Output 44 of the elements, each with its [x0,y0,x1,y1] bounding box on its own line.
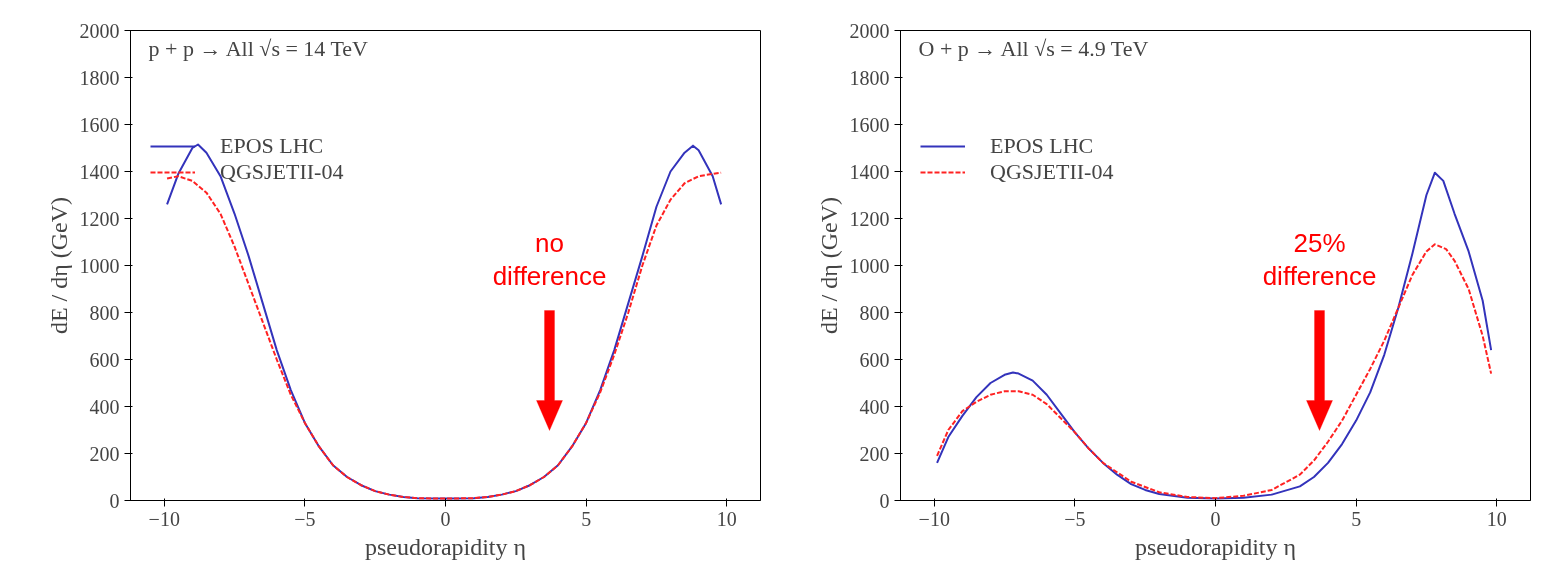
legend-label: EPOS LHC [220,133,324,159]
x-tick-label: 0 [440,507,451,530]
y-tick-label: 0 [879,489,890,512]
y-tick-label: 600 [89,348,120,371]
y-axis-title: dE / dη (GeV) [815,196,842,335]
y-tick-label: 400 [859,395,890,418]
x-tick-label: 10 [716,507,737,530]
y-tick-label: 1800 [79,66,120,89]
x-tick-label: 10 [1486,507,1507,530]
y-tick-label: 800 [859,301,890,324]
y-tick-label: 400 [89,395,120,418]
x-tick-label: 5 [581,507,592,530]
y-tick-label: 200 [89,442,120,465]
y-tick-label: 1800 [849,66,890,89]
x-axis-title: pseudorapidity η [364,533,527,560]
y-tick-label: 0 [109,489,120,512]
x-tick-label: 0 [1210,507,1221,530]
x-tick-label: −10 [148,507,180,530]
y-tick-label: 1600 [79,113,120,136]
y-tick-label: 2000 [849,19,890,42]
chart-title: O + p → All √s = 4.9 TeV [918,35,1149,61]
legend-label: QGSJETII-04 [220,159,344,185]
y-tick-label: 2000 [79,19,120,42]
y-tick-label: 1600 [849,113,890,136]
x-tick-label: −5 [1064,507,1086,530]
x-tick-label: 5 [1351,507,1362,530]
y-tick-label: 600 [859,348,890,371]
legend-label: EPOS LHC [990,133,1094,159]
annotation: 25% difference [1262,227,1377,291]
y-tick-label: 200 [859,442,890,465]
chart-title: p + p → All √s = 14 TeV [148,35,369,61]
annotation: no difference [492,227,607,291]
y-tick-label: 1000 [849,254,890,277]
y-tick-label: 1000 [79,254,120,277]
y-axis-title: dE / dη (GeV) [45,196,72,335]
x-tick-label: −10 [918,507,950,530]
x-tick-label: −5 [294,507,316,530]
y-tick-label: 1400 [849,160,890,183]
legend-label: QGSJETII-04 [990,159,1114,185]
y-tick-label: 1200 [79,207,120,230]
y-tick-label: 1400 [79,160,120,183]
y-tick-label: 1200 [849,207,890,230]
x-axis-title: pseudorapidity η [1134,533,1297,560]
y-tick-label: 800 [89,301,120,324]
